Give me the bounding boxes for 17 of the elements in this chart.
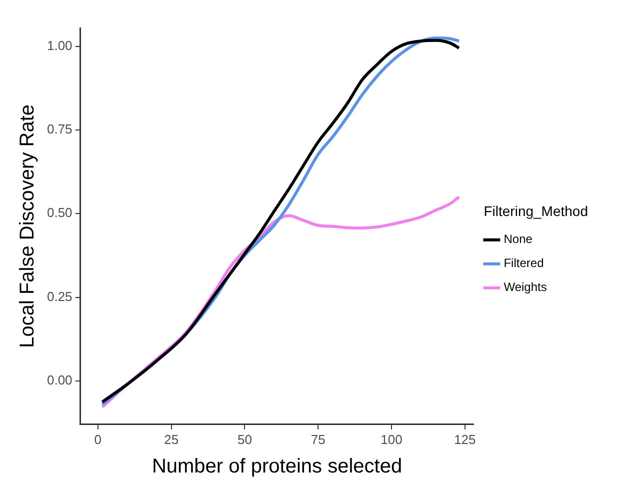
x-tick-label: 100 [380, 432, 402, 447]
y-axis-title: Local False Discovery Rate [16, 104, 39, 348]
x-tick-label: 0 [94, 432, 102, 447]
y-tick-label: 0.25 [46, 288, 72, 304]
x-tick-label: 25 [164, 432, 179, 447]
x-tick-label: 125 [454, 432, 476, 447]
legend-label: Weights [504, 280, 547, 294]
legend-label: None [504, 232, 533, 246]
x-tick-label: 75 [310, 432, 326, 447]
y-tick-label: 0.75 [46, 122, 72, 137]
legend-title: Filtering_Method [484, 202, 588, 219]
y-tick-label: 0.50 [46, 205, 72, 220]
y-tick-label: 0.00 [46, 372, 72, 388]
legend-label: Filtered [504, 256, 544, 270]
x-tick-label: 50 [237, 432, 252, 447]
y-tick-label: 1.00 [46, 38, 72, 53]
x-axis-title: Number of proteins selected [152, 456, 402, 478]
